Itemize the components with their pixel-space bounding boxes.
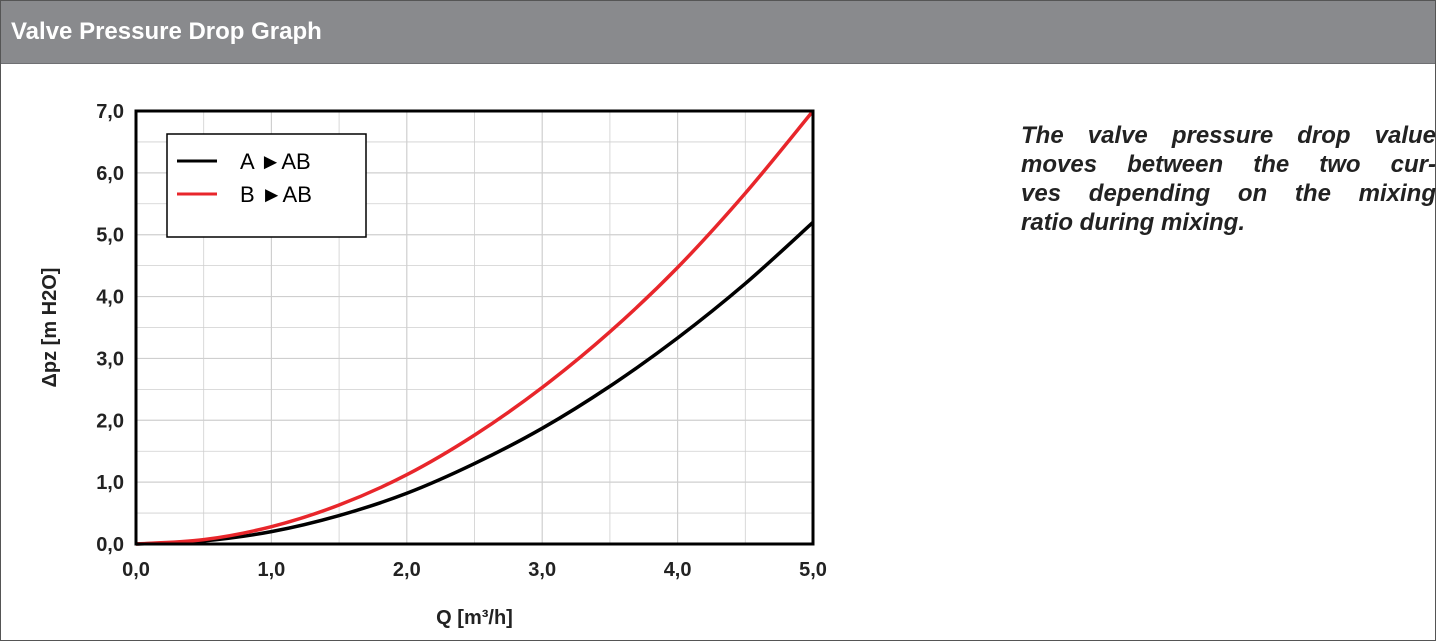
pressure-drop-chart: 0,0 1,0 2,0 3,0 4,0 5,0 0,0 1,0 2,0 3,0 4,0 5,0 6,0…: [39, 101, 827, 629]
x-tick-labels: 0,0 1,0 2,0 3,0 4,0 5,0: [122, 559, 827, 581]
y-tick-label: 3,0: [96, 348, 124, 370]
y-tick-label: 6,0: [96, 163, 124, 185]
panel-header: Valve Pressure Drop Graph: [1, 1, 1435, 64]
chart-note: The valve pressure drop value moves betw…: [1021, 121, 1436, 237]
x-axis-label: Q [m³/h]: [436, 607, 513, 629]
x-tick-label: 4,0: [664, 559, 692, 581]
x-tick-label: 0,0: [122, 559, 150, 581]
y-tick-labels: 0,0 1,0 2,0 3,0 4,0 5,0 6,0 7,0: [96, 101, 124, 556]
y-tick-label: 4,0: [96, 287, 124, 309]
legend-label-a: A ►AB: [240, 149, 311, 174]
panel-title: Valve Pressure Drop Graph: [11, 18, 322, 45]
series-line-b: [135, 109, 815, 546]
y-tick-label: 5,0: [96, 225, 124, 247]
note-line-3: ves depending on the mixing: [1021, 180, 1436, 207]
x-tick-label: 2,0: [393, 559, 421, 581]
plot-frame: [134, 109, 815, 546]
note-line-1: The valve pressure drop value: [1021, 122, 1436, 149]
y-tick-label: 7,0: [96, 101, 124, 123]
y-tick-label: 0,0: [96, 534, 124, 556]
x-tick-label: 1,0: [257, 559, 285, 581]
chart-series: [135, 109, 815, 546]
y-tick-label: 2,0: [96, 410, 124, 432]
y-axis-label: Δpz [m H2O]: [39, 268, 61, 388]
legend-label-b: B ►AB: [240, 182, 312, 207]
x-tick-label: 5,0: [799, 559, 827, 581]
series-line-a: [135, 221, 815, 546]
chart-legend: A ►AB B ►AB: [166, 133, 367, 238]
note-line-2: moves between the two cur-: [1021, 151, 1436, 178]
legend-box: [166, 133, 367, 238]
note-line-4: ratio during mixing.: [1021, 209, 1246, 236]
y-tick-label: 1,0: [96, 472, 124, 494]
x-tick-label: 3,0: [528, 559, 556, 581]
